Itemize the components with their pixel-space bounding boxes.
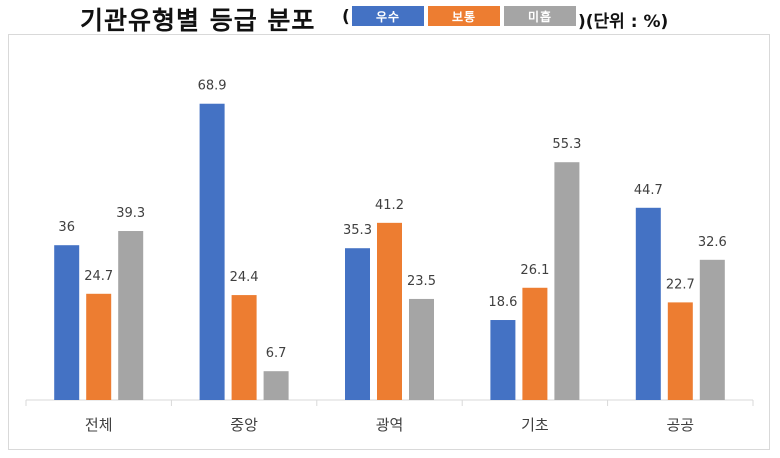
category-label-3: 기초 [521,416,549,434]
legend-item-excellent: 우수 [352,6,424,26]
bar-excellent-1 [199,103,225,400]
category-label-0: 전체 [85,416,113,434]
bar-poor-3 [554,162,580,400]
legend-open-paren: ( [342,7,350,27]
chart-frame [8,34,770,450]
chart-header: 기관유형별 등급 분포 ( 우수 보통 미흡 )(단위 : %) [0,0,780,35]
bar-poor-1 [263,371,289,400]
bar-poor-2 [409,298,434,400]
data-label-normal-0: 24.7 [84,269,113,284]
data-label-poor-1: 6.7 [266,346,287,361]
bar-excellent-0 [54,245,80,400]
bar-poor-4 [699,259,725,400]
data-label-excellent-3: 18.6 [488,295,517,310]
category-label-1: 중앙 [230,416,258,434]
bar-normal-4 [667,302,693,400]
bar-normal-3 [522,287,548,400]
data-label-excellent-4: 44.7 [634,183,663,198]
data-label-poor-4: 32.6 [698,235,727,250]
legend-item-poor: 미흡 [504,6,576,26]
bar-normal-0 [86,293,112,400]
data-label-poor-2: 23.5 [407,274,436,289]
legend-item-normal: 보통 [428,6,500,26]
category-label-2: 광역 [376,416,404,434]
data-label-normal-3: 26.1 [520,263,549,278]
bar-normal-2 [377,222,402,400]
data-label-poor-0: 39.3 [116,206,145,221]
data-label-normal-4: 22.7 [666,277,695,292]
chart-title: 기관유형별 등급 분포 [80,6,316,35]
bar-normal-1 [231,295,257,400]
bar-excellent-4 [635,207,661,400]
data-label-poor-3: 55.3 [552,137,581,152]
data-label-normal-1: 24.4 [230,270,259,285]
bar-poor-0 [118,231,144,400]
data-label-excellent-2: 35.3 [343,223,372,238]
data-label-normal-2: 41.2 [375,198,404,213]
data-label-excellent-1: 68.9 [198,79,227,94]
bar-excellent-2 [345,248,370,400]
category-label-4: 공공 [666,416,694,434]
data-label-excellent-0: 36 [58,220,75,235]
unit-note: )(단위 : %) [578,12,669,32]
bar-excellent-3 [490,320,516,400]
